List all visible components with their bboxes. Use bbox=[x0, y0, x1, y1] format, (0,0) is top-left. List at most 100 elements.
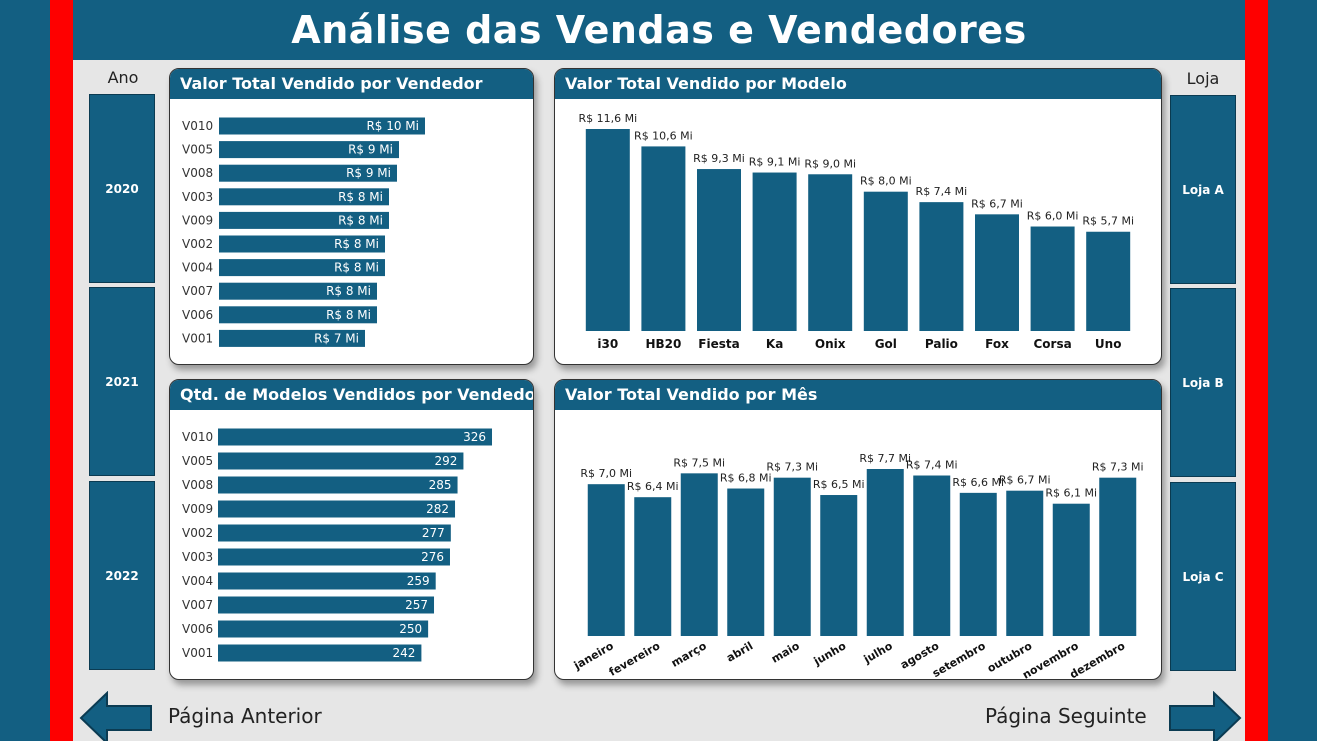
bar[interactable] bbox=[752, 172, 797, 331]
bar[interactable] bbox=[697, 169, 741, 331]
data-label: R$ 10 Mi bbox=[366, 119, 419, 133]
category-label: V003 bbox=[182, 190, 213, 204]
data-label: R$ 7,3 Mi bbox=[766, 461, 818, 474]
bar[interactable] bbox=[808, 174, 853, 331]
previous-page-link[interactable]: Página Anterior bbox=[168, 704, 322, 728]
data-label: 326 bbox=[463, 430, 486, 444]
data-label: 285 bbox=[429, 478, 452, 492]
bar[interactable] bbox=[218, 596, 435, 614]
category-label: Onix bbox=[815, 337, 846, 351]
bar[interactable] bbox=[218, 452, 464, 470]
data-label: 250 bbox=[399, 622, 422, 636]
category-label: V002 bbox=[182, 526, 213, 540]
data-label: R$ 6,5 Mi bbox=[813, 478, 865, 491]
category-label: Fox bbox=[985, 337, 1009, 351]
category-label: V007 bbox=[182, 284, 213, 298]
page-title: Análise das Vendas e Vendedores bbox=[291, 8, 1027, 52]
bar[interactable] bbox=[680, 473, 718, 636]
bar[interactable] bbox=[219, 235, 385, 253]
bar[interactable] bbox=[218, 500, 456, 518]
category-label: V009 bbox=[182, 502, 213, 516]
bar[interactable] bbox=[585, 129, 630, 331]
next-page-arrow-icon[interactable] bbox=[1166, 691, 1242, 741]
data-label: R$ 7,5 Mi bbox=[673, 456, 725, 469]
bar[interactable] bbox=[219, 329, 365, 347]
category-label: V006 bbox=[182, 308, 213, 322]
next-page-link[interactable]: Página Seguinte bbox=[985, 704, 1147, 728]
data-label: R$ 6,0 Mi bbox=[1027, 210, 1079, 223]
data-label: R$ 7,4 Mi bbox=[916, 185, 968, 198]
seller-value-chart-title: Valor Total Vendido por Vendedor bbox=[170, 69, 533, 99]
category-label: V005 bbox=[182, 454, 213, 468]
bar[interactable] bbox=[1006, 490, 1044, 636]
bar[interactable] bbox=[773, 477, 811, 636]
store-button-loja-c[interactable]: Loja C bbox=[1170, 482, 1236, 671]
category-label: V008 bbox=[182, 478, 213, 492]
report-canvas: Ano 2020 2021 2022 Loja Loja A Loja B Lo… bbox=[73, 60, 1245, 741]
data-label: R$ 6,6 Mi bbox=[952, 476, 1004, 489]
data-label: R$ 10,6 Mi bbox=[634, 129, 693, 142]
year-button-2022[interactable]: 2022 bbox=[89, 481, 155, 670]
bar[interactable] bbox=[641, 146, 686, 331]
bar[interactable] bbox=[219, 164, 397, 182]
store-button-loja-a[interactable]: Loja A bbox=[1170, 95, 1236, 284]
data-label: R$ 9 Mi bbox=[348, 143, 393, 157]
bar[interactable] bbox=[727, 488, 765, 636]
bar[interactable] bbox=[587, 484, 625, 636]
bar[interactable] bbox=[219, 117, 425, 135]
data-label: R$ 11,6 Mi bbox=[578, 112, 637, 125]
bar[interactable] bbox=[919, 202, 964, 331]
previous-page-arrow-icon[interactable] bbox=[79, 691, 155, 741]
bar[interactable] bbox=[219, 211, 389, 229]
bar[interactable] bbox=[1052, 503, 1090, 636]
category-label: V005 bbox=[182, 143, 213, 157]
bar[interactable] bbox=[218, 476, 458, 494]
category-label: setembro bbox=[930, 639, 988, 680]
bar[interactable] bbox=[975, 214, 1019, 331]
bar[interactable] bbox=[219, 141, 399, 159]
data-label: 292 bbox=[435, 454, 458, 468]
year-button-2020[interactable]: 2020 bbox=[89, 94, 155, 283]
bar[interactable] bbox=[1086, 231, 1131, 331]
data-label: R$ 8 Mi bbox=[334, 237, 379, 251]
page-header: Análise das Vendas e Vendedores bbox=[73, 0, 1245, 60]
category-label: V006 bbox=[182, 622, 213, 636]
store-button-loja-b[interactable]: Loja B bbox=[1170, 288, 1236, 477]
bar[interactable] bbox=[219, 259, 385, 277]
data-label: 257 bbox=[405, 598, 428, 612]
data-label: R$ 8,0 Mi bbox=[860, 175, 912, 188]
bar[interactable] bbox=[218, 428, 493, 446]
bar[interactable] bbox=[219, 306, 377, 324]
bar[interactable] bbox=[218, 572, 436, 590]
bar[interactable] bbox=[863, 191, 908, 331]
year-slicer-title: Ano bbox=[107, 68, 139, 87]
category-label: V008 bbox=[182, 166, 213, 180]
bar[interactable] bbox=[1030, 226, 1075, 331]
bar[interactable] bbox=[218, 644, 422, 662]
data-label: R$ 6,8 Mi bbox=[720, 472, 772, 485]
seller-value-chart: V010 R$ 10 Mi V005 R$ 9 Mi V008 R$ 9 Mi V003 R$… bbox=[182, 117, 425, 347]
data-label: R$ 6,4 Mi bbox=[627, 480, 679, 493]
bar[interactable] bbox=[959, 492, 997, 636]
data-label: 282 bbox=[426, 502, 449, 516]
bar[interactable] bbox=[913, 475, 951, 636]
bar[interactable] bbox=[866, 469, 904, 636]
seller-qty-chart-title: Qtd. de Modelos Vendidos por Vendedor bbox=[170, 380, 533, 410]
bar[interactable] bbox=[219, 282, 377, 300]
category-label: Fiesta bbox=[698, 337, 739, 351]
data-label: R$ 9,0 Mi bbox=[804, 157, 856, 170]
model-value-chart-title: Valor Total Vendido por Modelo bbox=[555, 69, 1161, 99]
year-button-2021[interactable]: 2021 bbox=[89, 287, 155, 476]
bar[interactable] bbox=[634, 497, 672, 636]
bar[interactable] bbox=[219, 188, 389, 206]
data-label: R$ 6,7 Mi bbox=[999, 474, 1051, 487]
data-label: R$ 5,7 Mi bbox=[1082, 215, 1134, 228]
category-label: Gol bbox=[875, 337, 897, 351]
bar[interactable] bbox=[218, 620, 429, 638]
data-label: R$ 8 Mi bbox=[338, 190, 383, 204]
bar[interactable] bbox=[218, 548, 450, 566]
bar[interactable] bbox=[820, 495, 858, 636]
category-label: V010 bbox=[182, 119, 213, 133]
bar[interactable] bbox=[1099, 477, 1137, 636]
bar[interactable] bbox=[218, 524, 451, 542]
